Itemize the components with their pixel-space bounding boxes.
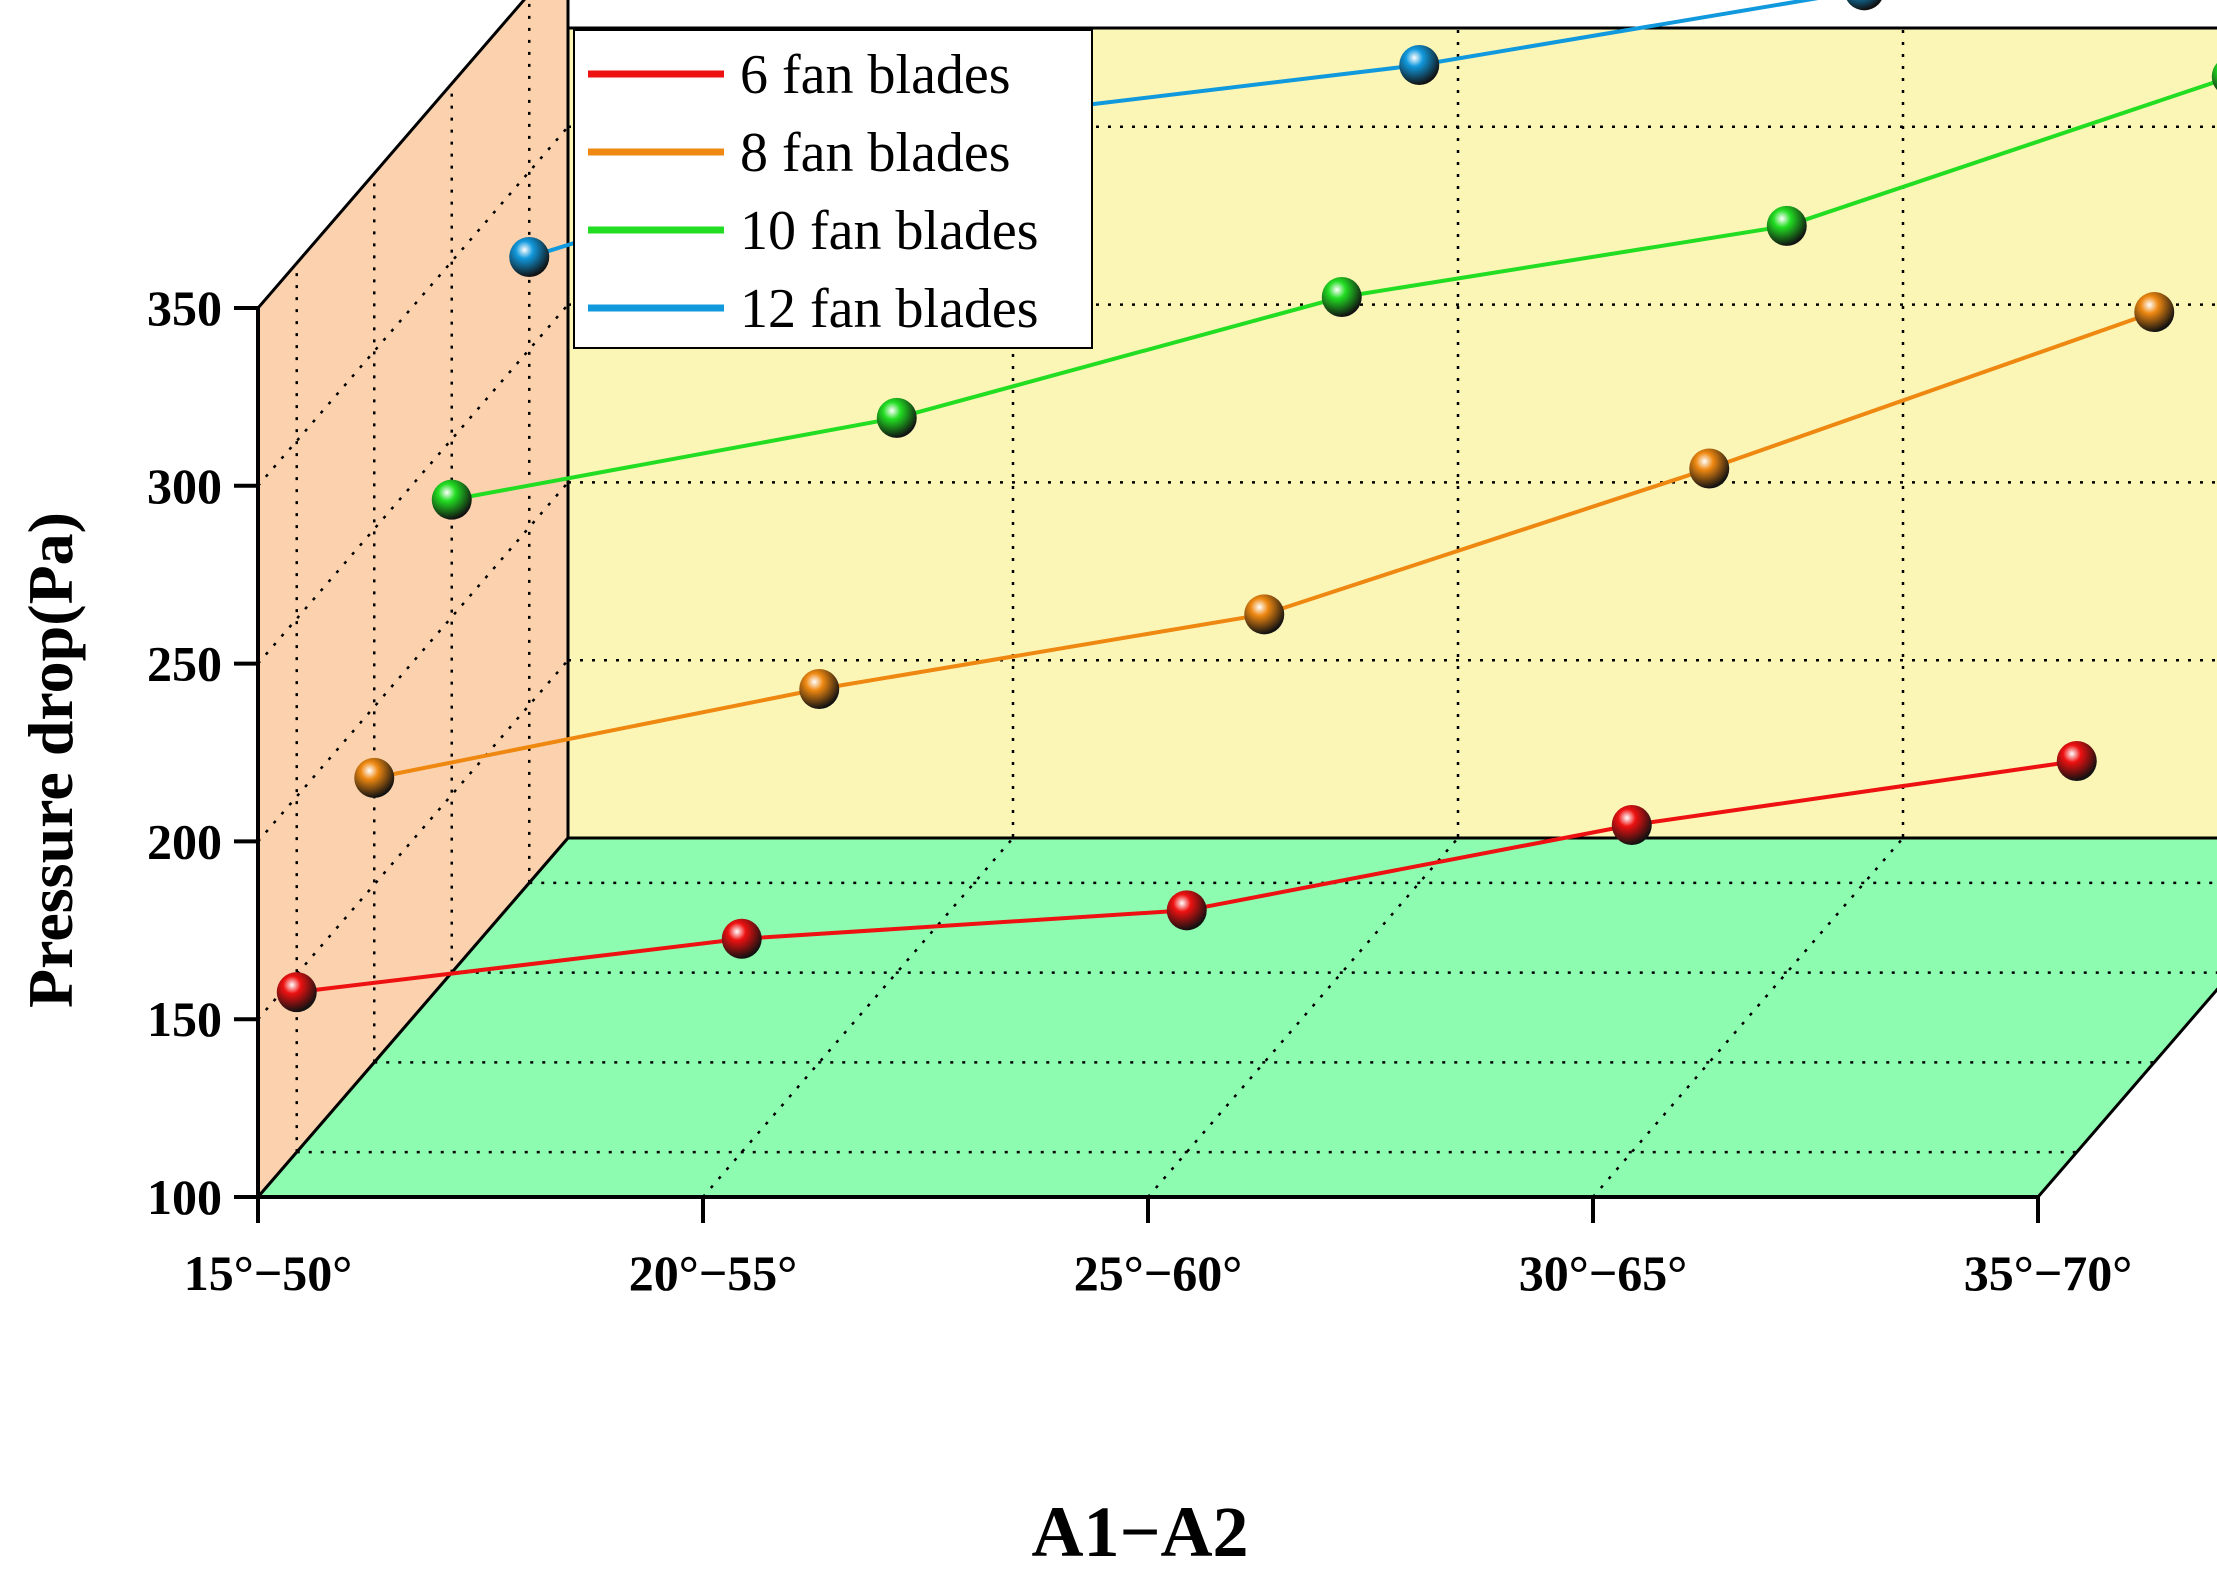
x-tick-label: 15°−50° [184,1245,352,1301]
legend-label: 10 fan blades [740,200,1039,262]
legend-box [573,29,1093,349]
data-point [1689,448,1730,489]
y-tick-label: 300 [147,458,222,514]
data-point [1399,44,1440,85]
data-point [1244,594,1285,635]
y-tick-label: 200 [147,813,222,869]
x-tick-label: 25°−60° [1074,1245,1242,1301]
data-point [1321,276,1362,317]
x-axis-title: A1−A2 [1031,1492,1248,1572]
y-tick-label: 100 [147,1169,222,1225]
data-point [509,237,550,278]
y-tick-label: 250 [147,636,222,692]
data-point [2056,740,2097,781]
x-tick-label: 20°−55° [629,1245,797,1301]
floor [254,836,2217,1199]
data-point [1846,0,1882,11]
y-tick-label: 350 [147,280,222,336]
data-point [2211,63,2217,91]
data-point [431,479,472,520]
data-point [1166,890,1207,931]
data-point [276,972,317,1013]
data-point [1611,804,1652,845]
data-point [799,668,840,709]
x-tick-label: 35°−70° [1964,1245,2132,1301]
chart-axes: 100 150 200 250 300 350 15°−50° 20°−55° 25°−60° 3… [147,280,2132,1301]
data-point [876,397,917,438]
x-tick-label: 30°−65° [1519,1245,1687,1301]
data-point [354,757,395,798]
data-point [2134,292,2175,333]
legend-label: 8 fan blades [740,122,1011,184]
y-tick-label: 150 [147,991,222,1047]
legend-label: 6 fan blades [740,44,1011,106]
y-axis-title: Pressure drop(Pa) [15,512,86,1008]
data-point [1766,205,1807,246]
legend-label: 12 fan blades [740,278,1039,340]
chart-legend: 6 fan blades 8 fan blades 10 fan blades 12 … [573,29,1093,349]
chart-series [276,0,2217,1013]
data-point [721,918,762,959]
